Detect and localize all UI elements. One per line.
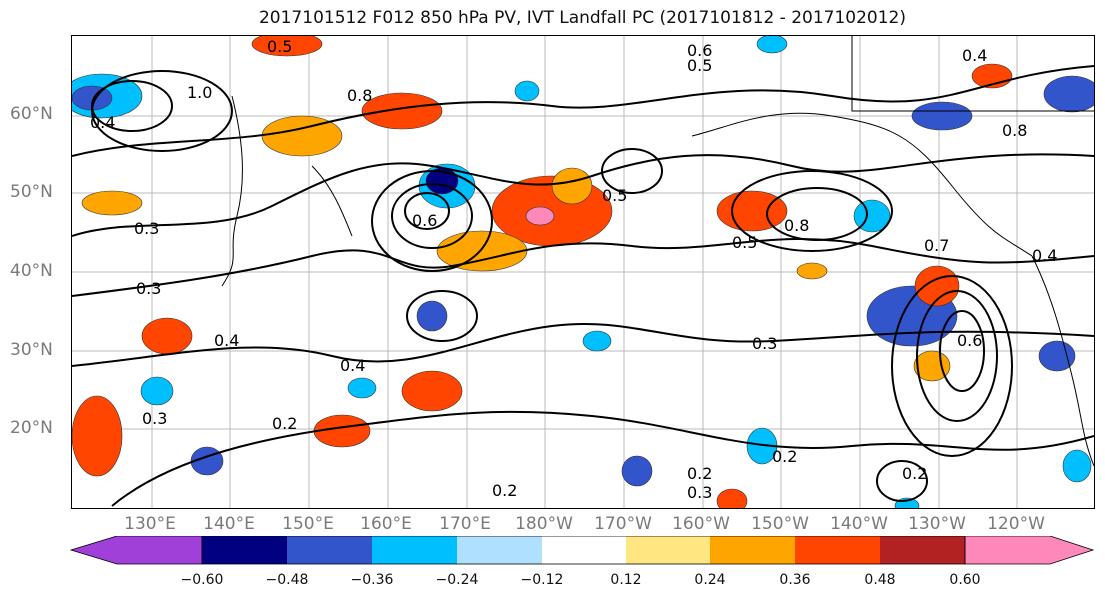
colorbar-bin [287, 536, 372, 564]
contour-label: 0.4 [340, 356, 365, 375]
colorbar-tick: 0.60 [949, 572, 981, 588]
contour-label: 0.2 [492, 481, 517, 500]
colorbar-tick: −0.60 [180, 572, 224, 588]
lon-label: 120°W [987, 514, 1045, 534]
lon-label: 140°W [830, 514, 888, 534]
contour-labels: 0.5 0.8 0.4 1.0 0.3 0.6 0.4 0.5 0.2 0.3 … [90, 37, 1057, 502]
contour-label: 0.8 [347, 86, 372, 105]
contour-label: 0.6 [957, 331, 982, 350]
colorbar-bin [880, 536, 965, 564]
colorbar-bin [710, 536, 795, 564]
contour-label: 0.3 [142, 409, 167, 428]
map-panel: 0.5 0.8 0.4 1.0 0.3 0.6 0.4 0.5 0.2 0.3 … [71, 35, 1095, 509]
colorbar-tick: 0.36 [779, 572, 811, 588]
colorbar-tick: −0.24 [435, 572, 479, 588]
map-canvas: 0.5 0.8 0.4 1.0 0.3 0.6 0.4 0.5 0.2 0.3 … [72, 36, 1094, 508]
colorbar [69, 536, 1095, 565]
lat-label: 50°N [10, 182, 53, 202]
colorbar-bin [626, 536, 710, 564]
colorbar-tick: 0.48 [864, 572, 896, 588]
contour-label: 0.5 [267, 37, 292, 56]
contour-label: 0.2 [687, 464, 712, 483]
lat-label: 30°N [10, 340, 53, 360]
plot-title: 2017101512 F012 850 hPa PV, IVT Landfall… [258, 8, 906, 28]
colorbar-bin [457, 536, 542, 564]
contour-label: 0.4 [90, 113, 115, 132]
lon-label: 160°W [672, 514, 730, 534]
contour-label: 0.4 [962, 46, 987, 65]
contour-label: 0.8 [1002, 121, 1027, 140]
lon-label: 160°E [360, 514, 412, 534]
contour-label: 0.2 [272, 414, 297, 433]
pv-contours [72, 65, 1094, 507]
colorbar-bin [372, 536, 457, 564]
colorbar-bin [795, 536, 880, 564]
lon-label: 180°W [515, 514, 573, 534]
contour-label: 0.2 [902, 464, 927, 483]
lon-label: 150°W [751, 514, 809, 534]
colorbar-tick: 0.12 [610, 572, 642, 588]
colorbar-bin [202, 536, 287, 564]
coastlines [221, 36, 1094, 467]
lon-label: 130°E [124, 514, 176, 534]
lat-label: 40°N [10, 261, 53, 281]
contour-label: 1.0 [187, 83, 212, 102]
colorbar-tick: 0.24 [694, 572, 726, 588]
colorbar-bin [542, 536, 626, 564]
lat-label: 60°N [10, 104, 53, 124]
lon-label: 170°E [439, 514, 491, 534]
contour-label: 0.3 [752, 334, 777, 353]
colorbar-tick: −0.48 [265, 572, 309, 588]
contour-label: 0.3 [687, 483, 712, 502]
contour-label: 0.3 [136, 279, 161, 298]
contour-label: 0.2 [772, 447, 797, 466]
contour-label: 0.7 [924, 236, 949, 255]
contour-label: 0.5 [687, 56, 712, 75]
lon-label: 170°W [594, 514, 652, 534]
lon-label: 150°E [282, 514, 334, 534]
colorbar-extend-low [69, 536, 203, 565]
lon-label: 140°E [203, 514, 255, 534]
lat-label: 20°N [10, 418, 53, 438]
contour-label: 0.8 [784, 216, 809, 235]
contour-label: 0.6 [412, 211, 437, 230]
pv-filled-anomalies [72, 36, 1094, 508]
lon-label: 130°W [908, 514, 966, 534]
colorbar-tick: −0.12 [520, 572, 564, 588]
contour-label: 0.3 [134, 219, 159, 238]
contour-label: 0.4 [214, 331, 239, 350]
contour-label: 0.4 [1032, 246, 1057, 265]
colorbar-tick: −0.36 [350, 572, 394, 588]
contour-label: 0.5 [732, 233, 757, 252]
contour-label: 0.6 [687, 41, 712, 60]
contour-label: 0.5 [602, 186, 627, 205]
colorbar-extend-high [964, 536, 1095, 565]
